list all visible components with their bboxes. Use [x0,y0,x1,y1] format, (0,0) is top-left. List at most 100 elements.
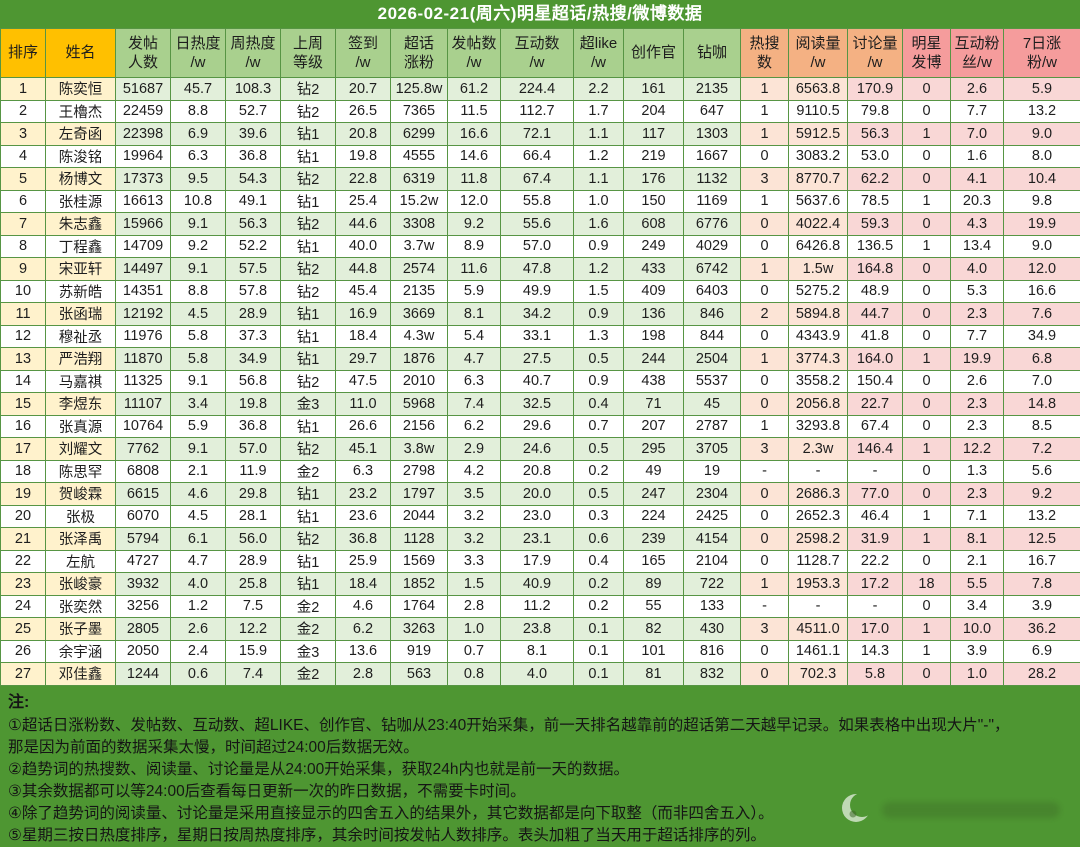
cell-read-volume: 3293.8 [789,415,848,438]
cell-super-like: 0.5 [574,438,624,461]
cell-last-week-level: 金3 [281,393,336,416]
cell-interactions: 32.5 [501,393,574,416]
cell-posters: 3932 [116,573,171,596]
cell-interacting-fans: 7.7 [951,100,1004,123]
cell-interacting-fans: 2.6 [951,370,1004,393]
cell-last-week-level: 钻1 [281,235,336,258]
cell-read-volume: 2.3w [789,438,848,461]
cell-7day-fan-gain: 9.0 [1004,235,1080,258]
cell-interacting-fans: 2.3 [951,415,1004,438]
cell-supertopic-fan-gain: 125.8w [391,78,448,101]
note-line-3: ③其余数据都可以等24:00后查看每日更新一次的昨日数据，不需要卡时间。 [8,781,1070,803]
cell-creator-official: 150 [624,190,684,213]
cell-creator-official: 249 [624,235,684,258]
cell-sign-in: 20.7 [336,78,391,101]
cell-7day-fan-gain: 7.0 [1004,370,1080,393]
cell-7day-fan-gain: 9.0 [1004,123,1080,146]
cell-last-week-level: 钻2 [281,168,336,191]
cell-name: 左航 [46,550,116,573]
cell-posters: 2805 [116,618,171,641]
cell-rank: 23 [1,573,46,596]
note-line-1b: 那是因为前面的数据采集太慢，时间超过24:00后数据无效。 [8,737,1070,759]
cell-interacting-fans: 7.7 [951,325,1004,348]
cell-daily-heat: 10.8 [171,190,226,213]
cell-discussion-volume: 22.2 [848,550,903,573]
cell-7day-fan-gain: 9.2 [1004,483,1080,506]
cell-last-week-level: 钻1 [281,550,336,573]
cell-supertopic-fan-gain: 3308 [391,213,448,236]
cell-weekly-heat: 25.8 [226,573,281,596]
cell-super-like: 0.9 [574,235,624,258]
cell-posts: 6.2 [448,415,501,438]
cell-posts: 3.3 [448,550,501,573]
cell-name: 王櫓杰 [46,100,116,123]
cell-creator-official: 49 [624,460,684,483]
cell-interacting-fans: 5.5 [951,573,1004,596]
cell-weekly-heat: 7.4 [226,663,281,686]
cell-supertopic-fan-gain: 2135 [391,280,448,303]
cell-name: 朱志鑫 [46,213,116,236]
cell-interactions: 11.2 [501,595,574,618]
cell-last-week-level: 钻2 [281,528,336,551]
cell-daily-heat: 2.6 [171,618,226,641]
cell-super-like: 1.5 [574,280,624,303]
cell-interactions: 55.6 [501,213,574,236]
cell-hot-search-count: 1 [741,258,789,281]
cell-creator-official: 55 [624,595,684,618]
cell-diamond-coffee: 2504 [684,348,741,371]
cell-super-like: 1.0 [574,190,624,213]
cell-supertopic-fan-gain: 563 [391,663,448,686]
cell-supertopic-fan-gain: 3669 [391,303,448,326]
cell-super-like: 0.2 [574,573,624,596]
cell-weekly-heat: 7.5 [226,595,281,618]
cell-read-volume: 3558.2 [789,370,848,393]
cell-rank: 5 [1,168,46,191]
cell-7day-fan-gain: 3.9 [1004,595,1080,618]
cell-diamond-coffee: 6776 [684,213,741,236]
column-header-posters: 发帖 人数 [116,29,171,78]
cell-discussion-volume: 17.2 [848,573,903,596]
cell-supertopic-fan-gain: 2010 [391,370,448,393]
cell-interactions: 4.0 [501,663,574,686]
cell-7day-fan-gain: 7.8 [1004,573,1080,596]
cell-name: 张极 [46,505,116,528]
cell-discussion-volume: 79.8 [848,100,903,123]
cell-sign-in: 44.8 [336,258,391,281]
cell-name: 苏新皓 [46,280,116,303]
cell-last-week-level: 金2 [281,618,336,641]
cell-hot-search-count: 3 [741,438,789,461]
cell-discussion-volume: 17.0 [848,618,903,641]
cell-name: 宋亚轩 [46,258,116,281]
cell-sign-in: 23.2 [336,483,391,506]
cell-interactions: 55.8 [501,190,574,213]
cell-interacting-fans: 7.1 [951,505,1004,528]
cell-read-volume: 3774.3 [789,348,848,371]
cell-rank: 1 [1,78,46,101]
cell-weekly-heat: 28.9 [226,550,281,573]
cell-sign-in: 2.8 [336,663,391,686]
cell-creator-official: 219 [624,145,684,168]
cell-last-week-level: 钻2 [281,258,336,281]
cell-posters: 4727 [116,550,171,573]
cell-rank: 10 [1,280,46,303]
cell-posts: 61.2 [448,78,501,101]
cell-name: 丁程鑫 [46,235,116,258]
cell-discussion-volume: 170.9 [848,78,903,101]
column-header-interactions: 互动数 /w [501,29,574,78]
cell-posters: 51687 [116,78,171,101]
cell-creator-official: 136 [624,303,684,326]
cell-supertopic-fan-gain: 2156 [391,415,448,438]
cell-supertopic-fan-gain: 1764 [391,595,448,618]
cell-name: 严浩翔 [46,348,116,371]
cell-weekly-heat: 28.9 [226,303,281,326]
cell-daily-heat: 4.6 [171,483,226,506]
cell-discussion-volume: - [848,595,903,618]
cell-name: 左奇函 [46,123,116,146]
